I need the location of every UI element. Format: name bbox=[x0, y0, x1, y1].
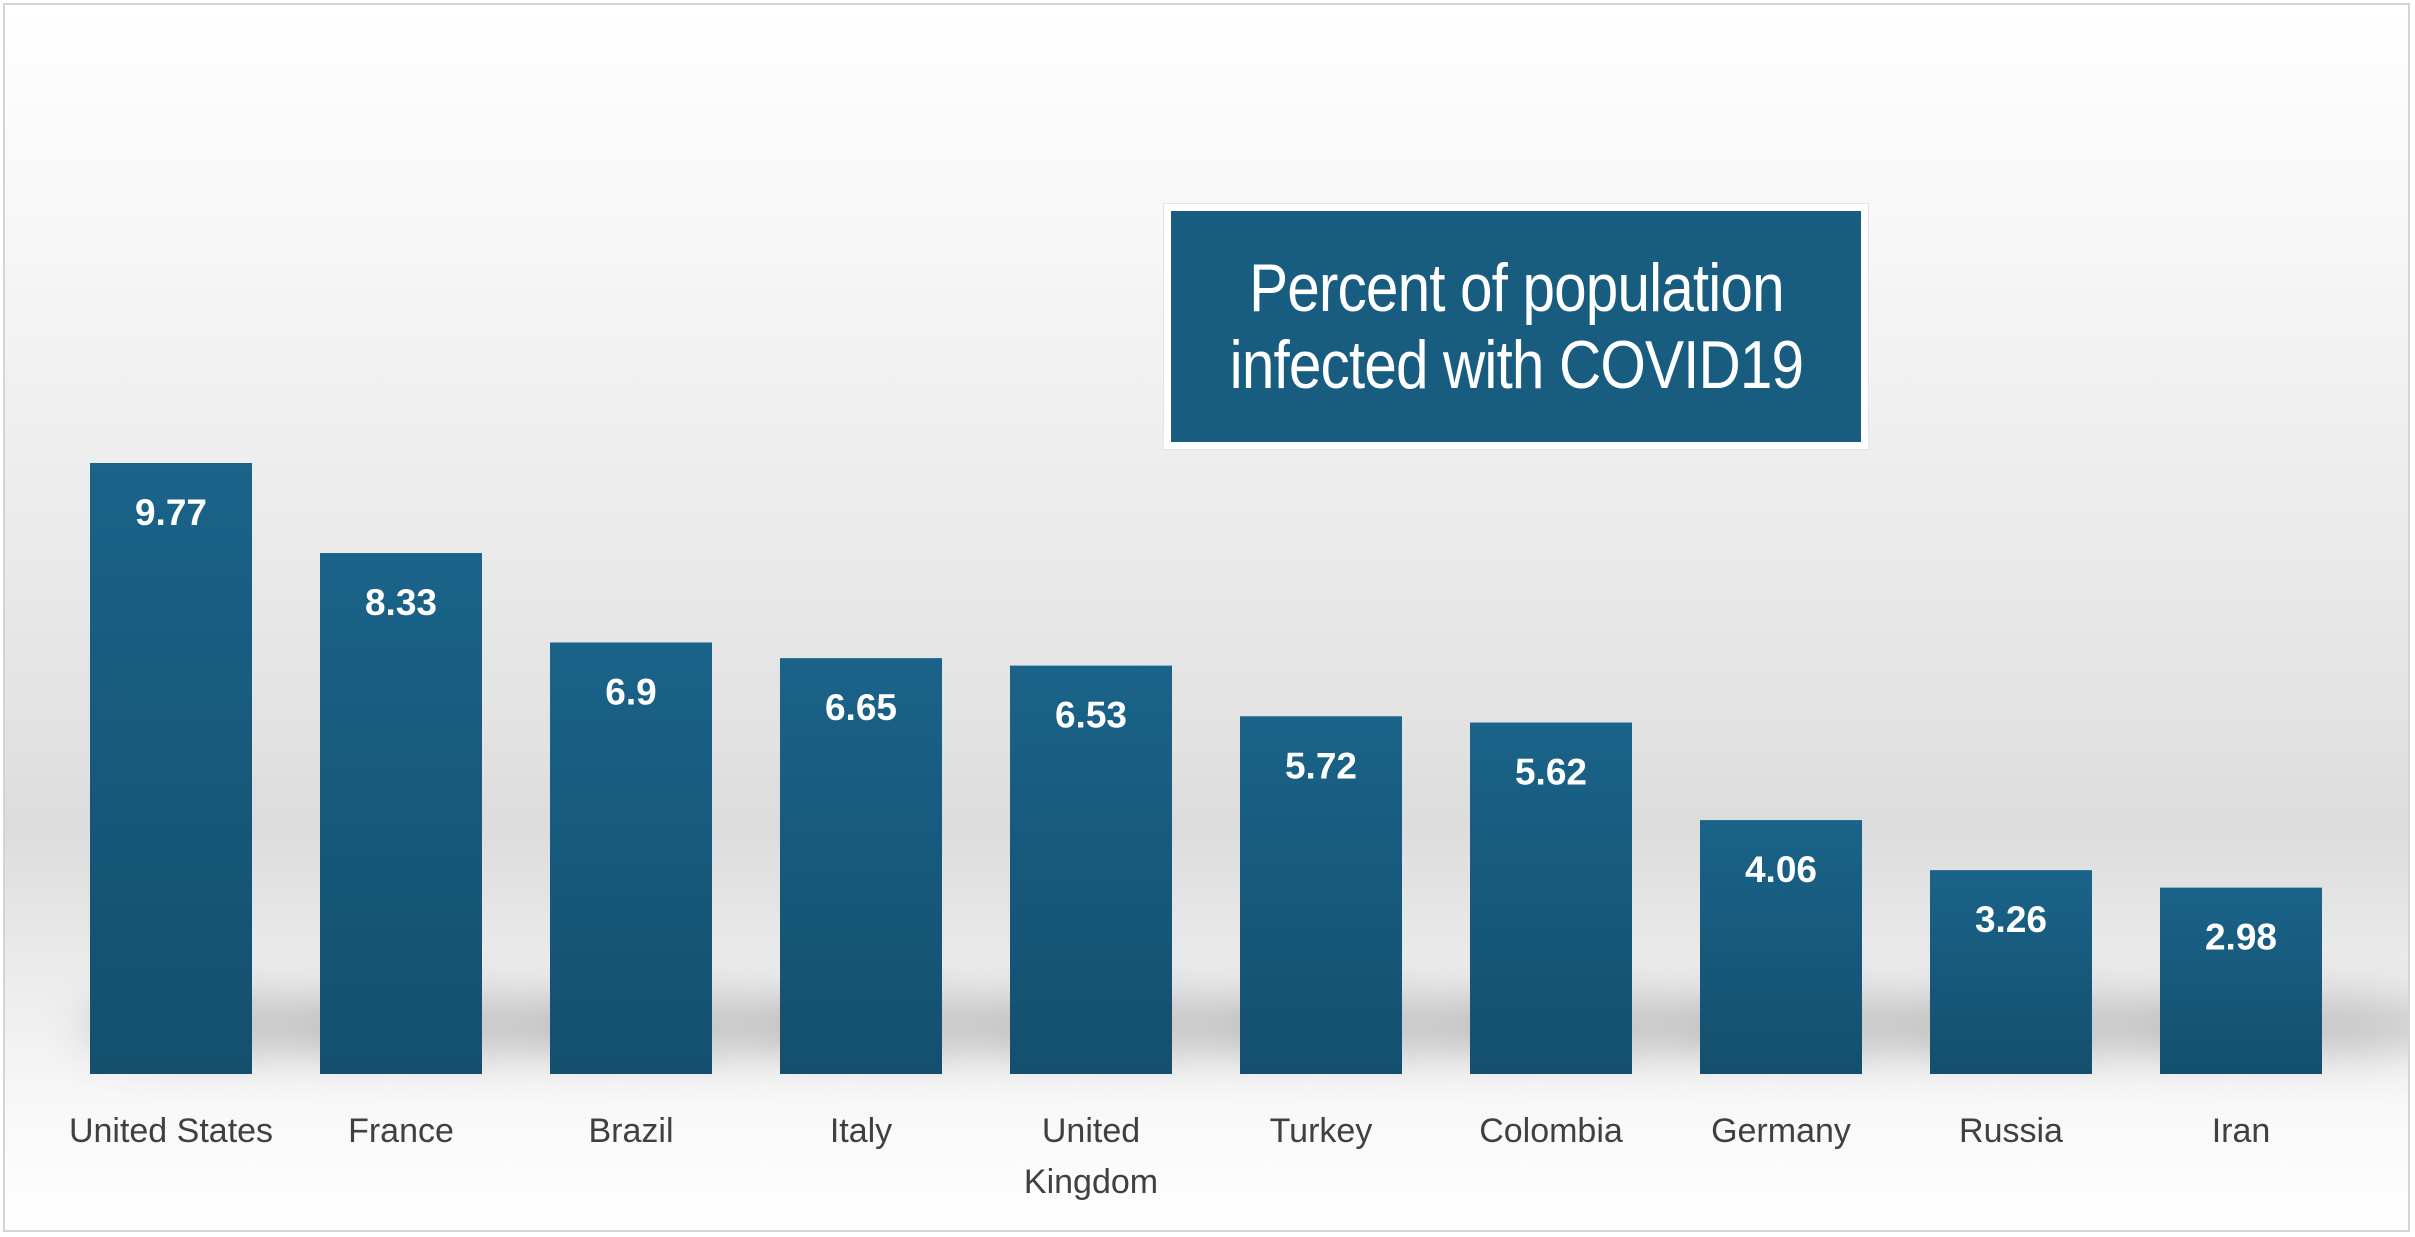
x-tick-label: Kingdom bbox=[1024, 1163, 1158, 1201]
bar bbox=[320, 553, 482, 1074]
x-tick-label: France bbox=[348, 1112, 454, 1150]
bar bbox=[1930, 870, 2092, 1074]
chart-title-box: Percent of population infected with COVI… bbox=[1163, 203, 1869, 450]
x-tick-label: Brazil bbox=[588, 1112, 673, 1150]
bar bbox=[550, 642, 712, 1074]
bar bbox=[1470, 722, 1632, 1074]
x-tick-label: Italy bbox=[830, 1112, 892, 1150]
data-label: 6.65 bbox=[825, 687, 897, 728]
data-label: 6.53 bbox=[1055, 695, 1127, 736]
x-axis-tick-labels: United States France Brazil Italy United King… bbox=[69, 1112, 2270, 1201]
data-label: 3.26 bbox=[1975, 899, 2047, 940]
data-label: 2.98 bbox=[2205, 917, 2277, 958]
chart-title: Percent of population infected with COVI… bbox=[1229, 250, 1803, 403]
data-label: 6.9 bbox=[605, 671, 656, 712]
data-label: 8.33 bbox=[365, 582, 437, 623]
data-labels: 9.77 8.33 6.9 6.65 6.53 5.72 5.62 4.06 3.26 2.98 bbox=[135, 492, 2277, 958]
x-tick-label: Russia bbox=[1959, 1112, 2063, 1150]
bars bbox=[90, 463, 2322, 1074]
bar bbox=[90, 463, 252, 1074]
x-tick-label: United bbox=[1042, 1112, 1140, 1150]
bar bbox=[780, 658, 942, 1074]
plot-area: 9.778.336.9 6.65 6.535.72 5.624.063.26 2.98 … bbox=[69, 463, 2408, 1201]
chart-frame: 9.77 8.33 6.9 6.65 6.53 5.72 5.62 4.06 3.26 2.98 … bbox=[3, 3, 2410, 1232]
bar bbox=[1700, 820, 1862, 1074]
bar bbox=[2160, 887, 2322, 1074]
x-tick-label: Turkey bbox=[1270, 1112, 1373, 1150]
data-label: 5.62 bbox=[1515, 752, 1587, 793]
x-tick-label: Colombia bbox=[1479, 1112, 1623, 1150]
x-tick-label: Germany bbox=[1711, 1112, 1851, 1150]
bar bbox=[1010, 665, 1172, 1074]
bar bbox=[1240, 716, 1402, 1074]
data-label: 4.06 bbox=[1745, 849, 1817, 890]
data-label: 5.72 bbox=[1285, 745, 1357, 786]
x-tick-label: United States bbox=[69, 1112, 273, 1150]
x-tick-label: Iran bbox=[2212, 1112, 2271, 1150]
data-label: 9.77 bbox=[135, 492, 207, 533]
